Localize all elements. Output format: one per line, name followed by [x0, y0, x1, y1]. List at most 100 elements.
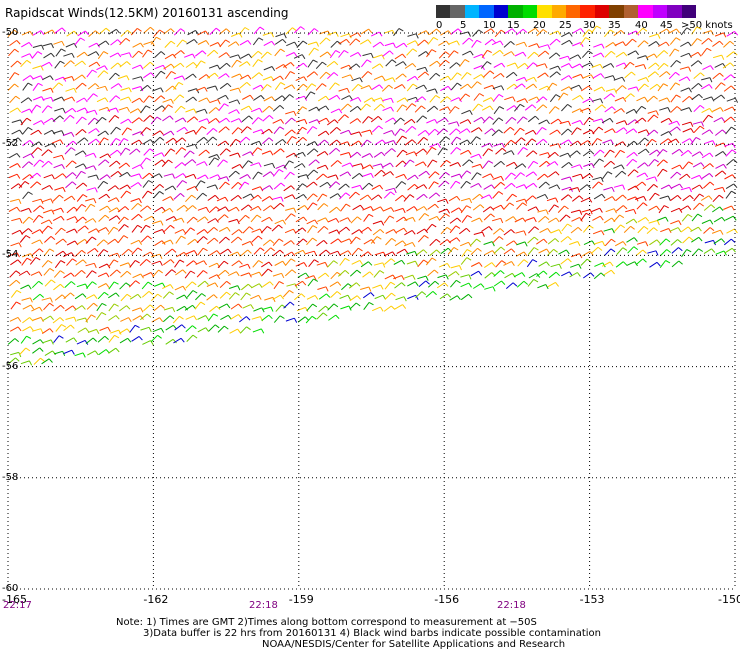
wind-barb [493, 106, 500, 115]
wind-barb [98, 137, 105, 146]
wind-barb [349, 96, 359, 102]
wind-barb-feather [699, 175, 703, 180]
wind-barb [571, 127, 578, 136]
wind-barb [142, 272, 152, 277]
wind-barb-feather [436, 28, 441, 33]
wind-barb-feather [557, 118, 562, 124]
wind-barb [726, 30, 735, 37]
wind-barb [163, 173, 173, 177]
wind-barb [616, 120, 625, 125]
wind-barb [614, 224, 621, 232]
wind-barb-feather [72, 107, 77, 113]
wind-barb [142, 172, 150, 180]
wind-barb-feather [147, 205, 152, 210]
wind-barb [185, 73, 194, 80]
wind-barb [118, 75, 127, 80]
graticule [7, 32, 736, 590]
wind-barb-feather [115, 28, 120, 34]
wind-barb-feather [216, 274, 221, 280]
wind-barb [119, 262, 129, 267]
wind-barb [173, 50, 182, 57]
wind-barb [63, 349, 73, 355]
wind-barb-feather [126, 171, 131, 177]
wind-barb [22, 127, 29, 135]
wind-barb [448, 121, 458, 125]
wind-barb [251, 72, 260, 79]
wind-barb [560, 258, 569, 265]
wind-barb [52, 317, 61, 324]
wind-barb [362, 206, 372, 211]
wind-barb-feather [414, 75, 419, 81]
wind-barb-feather [280, 148, 285, 153]
wind-barb [317, 286, 327, 290]
wind-barb [460, 149, 469, 155]
wind-barb-feather [476, 81, 482, 85]
wind-barb [348, 63, 357, 70]
wind-barb-feather [467, 150, 472, 155]
wind-barb [250, 214, 258, 223]
wind-barb-feather [523, 280, 529, 285]
wind-barb-feather [719, 40, 724, 46]
wind-barb [286, 136, 293, 145]
wind-barb-feather [336, 206, 341, 212]
wind-barb-feather [336, 229, 340, 235]
wind-barb-feather [314, 259, 319, 263]
wind-barb [154, 70, 162, 79]
wind-barb [75, 216, 84, 224]
wind-barb [337, 114, 345, 122]
wind-barb-feather [95, 138, 100, 143]
wind-barb [516, 98, 526, 103]
wind-barb-feather [47, 149, 53, 154]
wind-barb-feather [226, 303, 231, 309]
wind-barb-feather [368, 213, 374, 218]
wind-barb-feather [124, 216, 129, 221]
wind-barb-feather [499, 49, 504, 55]
wind-barb-feather [73, 30, 78, 36]
wind-barb [615, 51, 624, 58]
wind-barb [75, 259, 84, 266]
wind-barb-feather [698, 93, 703, 99]
wind-barb [593, 272, 602, 280]
wind-barb-feather [522, 163, 527, 168]
wind-barb [327, 260, 334, 268]
wind-barb-feather [402, 304, 407, 309]
wind-barb [525, 182, 534, 189]
wind-barb-feather [291, 129, 296, 134]
wind-barb-feather [337, 160, 342, 165]
wind-barb [416, 193, 425, 201]
wind-barb [306, 219, 316, 225]
wind-barb [153, 95, 162, 103]
wind-barb [97, 130, 106, 137]
wind-barb [515, 76, 525, 82]
wind-barb [163, 224, 171, 233]
wind-barb [604, 238, 612, 247]
wind-barb [109, 160, 117, 167]
wind-barb-feather [729, 40, 735, 45]
wind-barb-feather [567, 236, 572, 241]
wind-barb [340, 129, 349, 135]
wind-barb [117, 235, 125, 244]
wind-barb [514, 217, 524, 223]
wind-barb-feather [294, 283, 298, 289]
wind-barb [53, 270, 61, 278]
wind-barb-feather [113, 281, 119, 285]
wind-barb [131, 139, 140, 145]
wind-barb-feather [16, 173, 21, 179]
wind-barb-feather [509, 126, 515, 131]
wind-barb-feather [730, 85, 736, 90]
wind-barb-feather [622, 261, 628, 266]
wind-barb-feather [360, 163, 364, 169]
wind-barb-feather [523, 146, 528, 151]
wind-barb [341, 95, 350, 101]
wind-barb-feather [170, 259, 175, 264]
wind-barb-feather [609, 261, 614, 267]
wind-barb [295, 216, 304, 223]
wind-barb-feather [723, 164, 727, 169]
wind-barb [315, 83, 323, 91]
wind-barb-feather [697, 38, 702, 42]
wind-barb [370, 194, 379, 201]
wind-barb [659, 260, 666, 269]
wind-barb [372, 229, 381, 236]
wind-barb-feather [15, 95, 21, 100]
wind-barb [53, 350, 63, 355]
